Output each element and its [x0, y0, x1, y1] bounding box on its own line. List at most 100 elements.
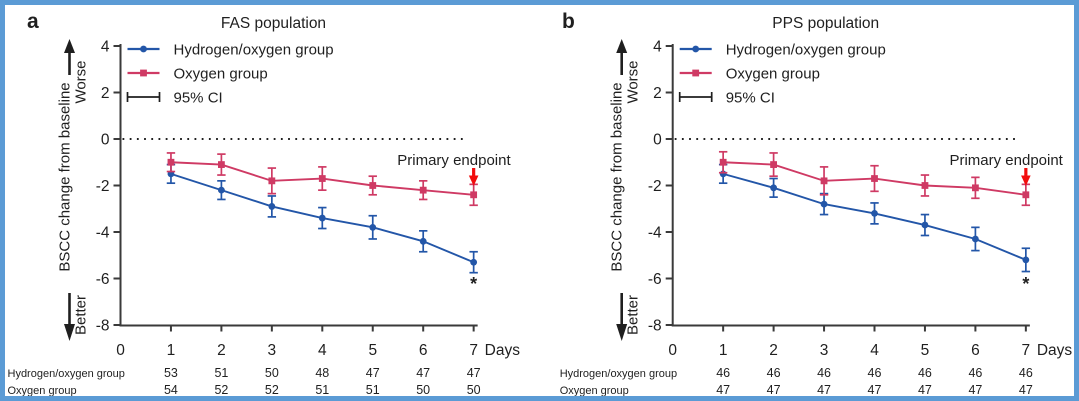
n-table-value: 51	[214, 366, 228, 380]
marker-point	[167, 158, 175, 166]
n-table-value: 51	[315, 383, 329, 396]
primary-endpoint-label: Primary endpoint	[397, 152, 511, 169]
panel-a: a FAS population 4 2 0 -2 -4 -6 -8 0 1 2 3 4 5 6 7 Days BS…	[5, 5, 540, 396]
marker-point	[369, 182, 377, 189]
n-table-value: 47	[716, 383, 730, 396]
marker-point	[218, 186, 225, 194]
y-tick-label: 4	[653, 39, 662, 56]
legend-marker-square	[691, 69, 699, 77]
x-tick-label: 7	[1021, 342, 1030, 359]
y-axis-label: BSCC change from baseline	[608, 82, 625, 271]
legend: Hydrogen/oxygen group Oxygen group 95% CI	[126, 42, 334, 107]
x-tick-label: 1	[718, 342, 727, 359]
marker-point	[218, 161, 225, 168]
y-tick-label: 2	[653, 85, 662, 102]
legend-label: Oxygen group	[725, 66, 819, 83]
x-tick-label: 6	[971, 342, 980, 359]
legend-ci-label: 95% CI	[725, 90, 774, 107]
series-square	[166, 152, 478, 207]
legend: Hydrogen/oxygen group Oxygen group 95% CI	[678, 42, 885, 107]
y-axis-label: BSCC change from baseline	[57, 82, 74, 271]
n-table-value: 47	[968, 383, 982, 396]
significance-star: *	[470, 274, 477, 294]
y-tick-label: -2	[96, 178, 110, 195]
n-table-value: 47	[416, 366, 430, 380]
legend-marker-circle	[691, 45, 699, 53]
n-table-row-label: Oxygen group	[559, 385, 628, 396]
x-tick-label: 1	[167, 342, 176, 359]
marker-point	[820, 177, 827, 185]
n-table-value: 52	[265, 383, 279, 396]
x-tick-label: 2	[217, 342, 226, 359]
n-table-value: 47	[766, 383, 780, 396]
n-table-value: 47	[867, 383, 881, 396]
marker-point	[971, 184, 979, 192]
primary-endpoint-label: Primary endpoint	[949, 152, 1063, 169]
y-tick-label: -4	[96, 225, 110, 242]
significance-star: *	[1022, 274, 1029, 294]
n-table: Hydrogen/oxygen group 46 46 46 46 46 46 46 Oxyge…	[559, 366, 1032, 396]
n-table-value: 54	[164, 383, 178, 396]
series-circle	[718, 163, 1030, 273]
n-table-row-label: Hydrogen/oxygen group	[8, 368, 125, 380]
worse-arrow-up-icon	[64, 39, 75, 53]
y-tick-label: 0	[653, 132, 662, 149]
n-table-value: 47	[366, 366, 380, 380]
series-square	[718, 150, 1030, 207]
panel-letter: a	[27, 10, 39, 33]
marker-point	[318, 214, 326, 222]
marker-point	[870, 175, 878, 182]
n-table-value: 47	[467, 366, 481, 380]
legend-marker-circle	[140, 45, 147, 53]
marker-point	[419, 186, 427, 194]
y-tick-label: -4	[647, 225, 661, 242]
x-axis-unit-label: Days	[485, 342, 521, 359]
x-tick-label: 6	[419, 342, 428, 359]
n-table-value: 47	[1018, 383, 1032, 396]
n-table: Hydrogen/oxygen group 53 51 50 48 47 47 47 Oxyge…	[8, 366, 481, 396]
y-tick-label: -6	[647, 271, 661, 288]
marker-point	[921, 221, 928, 229]
n-table-value: 52	[214, 383, 228, 396]
primary-endpoint-arrow-icon	[1020, 175, 1031, 186]
legend-label: Oxygen group	[174, 66, 268, 83]
x-tick-label: 5	[368, 342, 377, 359]
n-table-value: 47	[917, 383, 931, 396]
marker-point	[971, 235, 979, 243]
panel-letter: b	[562, 10, 575, 33]
better-arrow-down-icon	[615, 324, 627, 341]
marker-point	[470, 258, 478, 266]
better-arrow-down-icon	[64, 324, 75, 341]
x-tick-label: 2	[769, 342, 778, 359]
y-tick-label: 2	[101, 85, 110, 102]
legend-ci-label: 95% CI	[174, 90, 223, 107]
marker-point	[769, 184, 777, 192]
x-tick-label: 3	[819, 342, 828, 359]
legend-label: Hydrogen/oxygen group	[174, 42, 334, 59]
chart-title: PPS population	[772, 15, 879, 32]
marker-point	[870, 210, 878, 217]
legend-label: Hydrogen/oxygen group	[725, 42, 885, 59]
y-tick-label: 0	[101, 132, 110, 149]
chart-title: FAS population	[221, 15, 326, 32]
n-table-value: 50	[265, 366, 279, 380]
n-table-value: 51	[366, 383, 380, 396]
chart-b: b PPS population 4 2 0 -2 -4 -6 -8 0 1 2 3 4 5 6 7 Days BS…	[559, 10, 1072, 396]
marker-point	[820, 200, 827, 208]
marker-point	[369, 223, 377, 231]
x-tick-label: 7	[469, 342, 478, 359]
x-tick-label: 0	[668, 342, 677, 359]
n-table-value: 46	[766, 366, 780, 380]
worse-label: Worse	[73, 60, 90, 103]
marker-point	[769, 161, 777, 168]
n-table-value: 48	[315, 366, 329, 380]
marker-point	[1021, 256, 1029, 264]
n-table-value: 46	[968, 366, 982, 380]
marker-point	[268, 203, 276, 210]
chart-a: a FAS population 4 2 0 -2 -4 -6 -8 0 1 2 3 4 5 6 7 Days BS…	[8, 10, 521, 396]
y-tick-label: -2	[647, 178, 661, 195]
marker-point	[719, 158, 727, 166]
n-table-value: 50	[416, 383, 430, 396]
y-tick-label: -6	[96, 271, 110, 288]
